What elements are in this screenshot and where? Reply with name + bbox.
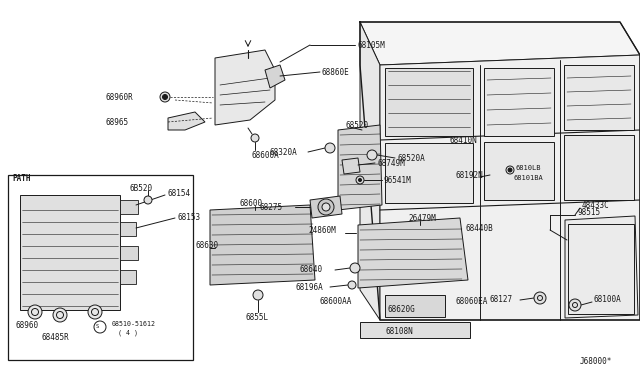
Bar	[385, 295, 445, 317]
Bar	[120, 270, 136, 284]
Text: 68520A: 68520A	[397, 154, 425, 163]
Text: J68000*: J68000*	[580, 357, 612, 366]
Bar	[8, 175, 193, 360]
Polygon shape	[360, 22, 640, 65]
Polygon shape	[168, 112, 205, 130]
Text: 68105M: 68105M	[357, 41, 385, 49]
Polygon shape	[358, 218, 468, 288]
Text: 68600A: 68600A	[252, 151, 280, 160]
Text: 26479M: 26479M	[408, 214, 436, 222]
Text: ( 4 ): ( 4 )	[118, 330, 138, 336]
Text: 68485R: 68485R	[42, 334, 70, 343]
Bar	[564, 135, 634, 200]
Circle shape	[160, 92, 170, 102]
Bar	[385, 143, 473, 203]
Text: 68860E: 68860E	[322, 67, 349, 77]
Text: 68600AA: 68600AA	[320, 298, 353, 307]
Text: 24860M: 24860M	[308, 225, 336, 234]
Text: 98515: 98515	[578, 208, 601, 217]
Circle shape	[350, 263, 360, 273]
Text: 68410N: 68410N	[450, 135, 477, 144]
Text: 68101BA: 68101BA	[514, 175, 544, 181]
Circle shape	[163, 94, 168, 99]
Bar	[484, 142, 554, 200]
Polygon shape	[338, 125, 382, 210]
Text: 68060EA: 68060EA	[455, 298, 488, 307]
Polygon shape	[342, 158, 360, 174]
Polygon shape	[210, 205, 315, 285]
Bar	[385, 68, 473, 136]
Text: 68630: 68630	[196, 241, 219, 250]
Text: 68600: 68600	[240, 199, 263, 208]
Polygon shape	[380, 55, 640, 320]
Bar	[484, 68, 554, 136]
Text: 6B520: 6B520	[130, 183, 153, 192]
Text: 68640: 68640	[300, 266, 323, 275]
Circle shape	[534, 292, 546, 304]
Bar	[120, 222, 136, 236]
Text: S: S	[95, 324, 99, 330]
Text: 96541M: 96541M	[384, 176, 412, 185]
Circle shape	[325, 143, 335, 153]
Circle shape	[88, 305, 102, 319]
Text: 6855L: 6855L	[245, 314, 268, 323]
Circle shape	[318, 199, 334, 215]
Text: 68965: 68965	[105, 118, 128, 126]
Text: 68153: 68153	[177, 212, 200, 221]
Polygon shape	[565, 216, 638, 318]
Polygon shape	[215, 50, 275, 125]
Text: 68440B: 68440B	[465, 224, 493, 232]
Text: 08510-51612: 08510-51612	[112, 321, 156, 327]
Circle shape	[508, 168, 512, 172]
Bar	[120, 246, 138, 260]
Circle shape	[348, 281, 356, 289]
Text: 68320A: 68320A	[270, 148, 298, 157]
Text: 68192N: 68192N	[455, 170, 483, 180]
Polygon shape	[20, 195, 120, 310]
Bar	[360, 322, 470, 338]
Circle shape	[144, 196, 152, 204]
Circle shape	[367, 150, 377, 160]
Text: 68749M: 68749M	[377, 158, 404, 167]
Text: 68100A: 68100A	[593, 295, 621, 305]
Bar	[568, 224, 634, 314]
Circle shape	[251, 134, 259, 142]
Circle shape	[253, 290, 263, 300]
Circle shape	[28, 305, 42, 319]
Text: 68620G: 68620G	[388, 305, 416, 314]
Circle shape	[53, 308, 67, 322]
Polygon shape	[310, 196, 342, 218]
Text: 48433C: 48433C	[582, 201, 610, 209]
Bar	[120, 200, 138, 214]
Circle shape	[358, 179, 362, 182]
Circle shape	[569, 299, 581, 311]
Text: 68275: 68275	[260, 202, 283, 212]
Text: 68960R: 68960R	[105, 93, 132, 102]
Text: 6810LB: 6810LB	[516, 165, 541, 171]
Polygon shape	[265, 65, 285, 88]
Bar	[564, 65, 634, 130]
Text: 68196A: 68196A	[295, 282, 323, 292]
Text: 68108N: 68108N	[385, 327, 413, 337]
Text: 68520: 68520	[345, 121, 368, 129]
Circle shape	[322, 203, 330, 211]
Text: 68154: 68154	[167, 189, 190, 198]
Polygon shape	[360, 22, 380, 320]
Text: 68960: 68960	[15, 321, 38, 330]
Text: 68127: 68127	[490, 295, 513, 305]
Text: PATH: PATH	[12, 173, 31, 183]
